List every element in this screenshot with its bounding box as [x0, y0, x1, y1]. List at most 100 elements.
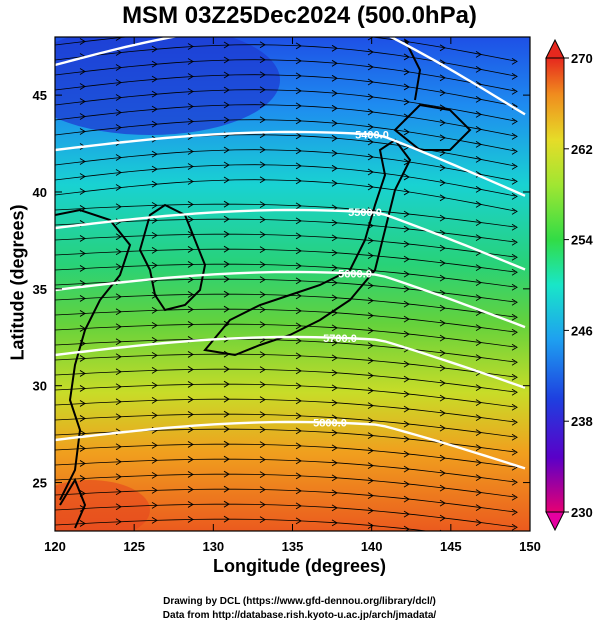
flow-arrow — [475, 201, 482, 208]
contour-line — [55, 208, 526, 271]
flow-arrow — [115, 488, 122, 496]
flow-arrow — [511, 313, 518, 321]
flow-arrow — [259, 161, 266, 169]
data-credit: Data from http://database.rish.kyoto-u.a… — [162, 610, 437, 621]
flow-arrow — [115, 443, 122, 451]
flow-arrow — [187, 306, 194, 313]
flow-arrow — [331, 384, 338, 392]
streamline — [55, 179, 516, 212]
flow-arrow — [223, 146, 230, 154]
flow-arrow — [475, 66, 482, 73]
flow-arrow — [187, 471, 194, 478]
flow-arrow — [223, 161, 230, 169]
flow-arrow — [223, 56, 230, 64]
flow-arrow — [475, 51, 482, 58]
flow-arrow — [79, 310, 86, 317]
flow-arrow — [475, 126, 482, 133]
contour-label: 5500.0 — [348, 207, 382, 219]
streamline — [55, 518, 430, 531]
flow-arrow — [511, 193, 518, 200]
x-tick-label: 125 — [123, 539, 145, 554]
y-tick-label: 25 — [33, 476, 47, 491]
flow-arrow — [331, 179, 338, 187]
flow-arrow — [295, 337, 302, 345]
streamline — [55, 218, 516, 243]
flow-arrow — [79, 98, 86, 105]
flow-arrow — [295, 472, 302, 480]
flow-arrow — [367, 312, 374, 320]
flow-arrow — [439, 119, 446, 127]
flow-arrow — [187, 351, 194, 358]
x-tick-label: 130 — [202, 539, 224, 554]
streamline — [55, 413, 516, 438]
colorbar-max-arrow — [545, 38, 565, 59]
flow-arrow — [512, 554, 517, 560]
flow-arrow — [259, 321, 266, 329]
flow-arrow — [79, 158, 86, 165]
flow-arrow — [187, 381, 194, 388]
coastline-korea — [138, 203, 207, 312]
flow-arrow — [223, 380, 230, 388]
flow-arrow — [403, 285, 410, 293]
flow-arrow — [332, 30, 337, 36]
flow-arrow — [439, 334, 446, 342]
flow-arrow — [79, 188, 86, 195]
colorbar-tick-label: 270 — [571, 51, 593, 66]
flow-arrow — [403, 360, 410, 368]
flow-arrow — [439, 394, 446, 402]
flow-arrow — [475, 474, 482, 481]
flow-arrow — [295, 72, 302, 80]
flow-arrow — [223, 290, 230, 298]
flow-arrow — [403, 53, 410, 61]
streamline — [55, 74, 516, 107]
flow-arrow — [439, 499, 446, 507]
flow-arrow — [259, 71, 266, 79]
streamline — [55, 458, 516, 483]
flow-arrow — [151, 261, 158, 269]
map-title: MSM 03Z25Dec2024 (500.0hPa) — [122, 2, 477, 29]
flow-arrow — [367, 297, 374, 305]
flow-arrow — [367, 138, 374, 146]
flow-arrow — [259, 351, 266, 359]
flow-arrow — [511, 493, 518, 501]
flow-arrow — [151, 516, 158, 524]
flow-arrow — [475, 324, 482, 331]
flow-arrow — [367, 357, 374, 365]
flow-arrow — [295, 322, 302, 330]
flow-arrow — [295, 502, 302, 510]
flow-arrow — [187, 201, 194, 208]
flow-arrow — [476, 550, 481, 556]
streamlines — [55, 27, 518, 560]
flow-arrow — [115, 263, 122, 271]
flow-arrow — [403, 255, 410, 263]
streamline — [55, 308, 516, 333]
flow-arrow — [439, 179, 446, 187]
streamline — [55, 104, 516, 137]
flow-arrow — [79, 250, 86, 257]
flow-arrow — [331, 279, 338, 287]
x-tick-label: 150 — [519, 539, 541, 554]
flow-arrow — [260, 27, 265, 33]
flow-arrow — [511, 238, 518, 246]
flow-arrow — [79, 475, 86, 482]
flow-arrow — [367, 477, 374, 485]
coastline-taiwan — [59, 477, 87, 529]
colorbar-tick-label: 254 — [571, 233, 593, 248]
flow-arrow — [187, 456, 194, 463]
flow-arrow — [511, 448, 518, 456]
flow-arrow — [367, 462, 374, 470]
flow-arrow — [79, 38, 86, 45]
flow-arrow — [439, 514, 446, 522]
flow-arrow — [295, 177, 302, 185]
flow-arrow — [79, 83, 86, 90]
flow-arrow — [367, 492, 374, 500]
flow-arrow — [511, 433, 518, 441]
flow-arrow — [295, 307, 302, 315]
x-tick-label: 145 — [440, 539, 462, 554]
flow-arrow — [511, 283, 518, 291]
flow-arrow — [187, 58, 194, 65]
flow-arrow — [367, 63, 374, 71]
flow-arrow — [331, 134, 338, 142]
streamline — [55, 323, 516, 348]
flow-arrow — [187, 246, 194, 253]
